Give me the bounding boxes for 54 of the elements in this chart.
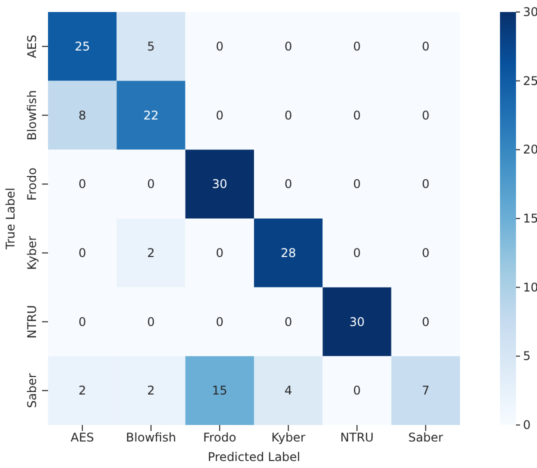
x-tick-label: Saber xyxy=(408,430,444,445)
x-tick-label: Kyber xyxy=(271,430,306,445)
data-label: 5 xyxy=(147,39,155,54)
data-label: 0 xyxy=(353,384,361,398)
data-label: 15 xyxy=(212,384,228,398)
data-label: 0 xyxy=(78,314,86,329)
y-axis-title: True Label xyxy=(3,188,18,250)
y-tick-label: AES xyxy=(25,34,39,58)
data-label: 0 xyxy=(78,246,86,260)
data-label: 8 xyxy=(78,108,86,122)
data-label: 0 xyxy=(216,314,224,329)
data-label: 0 xyxy=(422,177,430,192)
data-label: 0 xyxy=(422,39,430,54)
data-label: 0 xyxy=(147,177,155,192)
x-tick-label: AES xyxy=(70,430,94,445)
data-label: 0 xyxy=(284,39,292,54)
data-label: 0 xyxy=(216,108,224,122)
y-tick-label: NTRU xyxy=(25,305,39,338)
data-label: 2 xyxy=(147,246,155,260)
color-bar-label: 5 xyxy=(523,349,531,364)
data-label: 0 xyxy=(78,177,86,192)
data-label: 30 xyxy=(212,177,228,192)
data-label: 0 xyxy=(422,314,430,329)
y-tick-label: Frodo xyxy=(25,168,39,201)
data-label: 22 xyxy=(143,108,159,122)
data-label: 28 xyxy=(280,246,296,260)
data-label: 0 xyxy=(284,177,292,192)
data-label: 30 xyxy=(349,314,365,329)
data-label: 0 xyxy=(353,39,361,54)
data-label: 25 xyxy=(74,39,90,54)
data-label: 0 xyxy=(284,314,292,329)
y-tick-label: Blowfish xyxy=(25,90,39,140)
x-tick-label: Blowfish xyxy=(126,430,176,445)
data-label: 7 xyxy=(422,384,430,398)
color-bar-label: 15 xyxy=(523,212,537,226)
data-label: 0 xyxy=(353,246,361,260)
data-label: 0 xyxy=(216,39,224,54)
data-label: 2 xyxy=(147,384,155,398)
data-label: 0 xyxy=(422,246,430,260)
data-label: 4 xyxy=(284,384,292,398)
x-axis-title: Predicted Label xyxy=(208,450,300,464)
color-bar-label: 25 xyxy=(523,74,537,88)
data-label: 0 xyxy=(216,246,224,260)
data-label: 0 xyxy=(422,108,430,122)
y-tick-label: Saber xyxy=(25,373,39,408)
data-label: 0 xyxy=(284,108,292,122)
color-bar-label: 0 xyxy=(523,418,531,432)
data-label: 0 xyxy=(353,177,361,192)
data-label: 2 xyxy=(78,384,86,398)
y-tick-label: Kyber xyxy=(25,236,39,270)
x-tick-label: NTRU xyxy=(340,430,374,445)
x-tick-label: Frodo xyxy=(203,430,236,445)
data-label: 0 xyxy=(353,108,361,122)
data-label: 0 xyxy=(147,314,155,329)
